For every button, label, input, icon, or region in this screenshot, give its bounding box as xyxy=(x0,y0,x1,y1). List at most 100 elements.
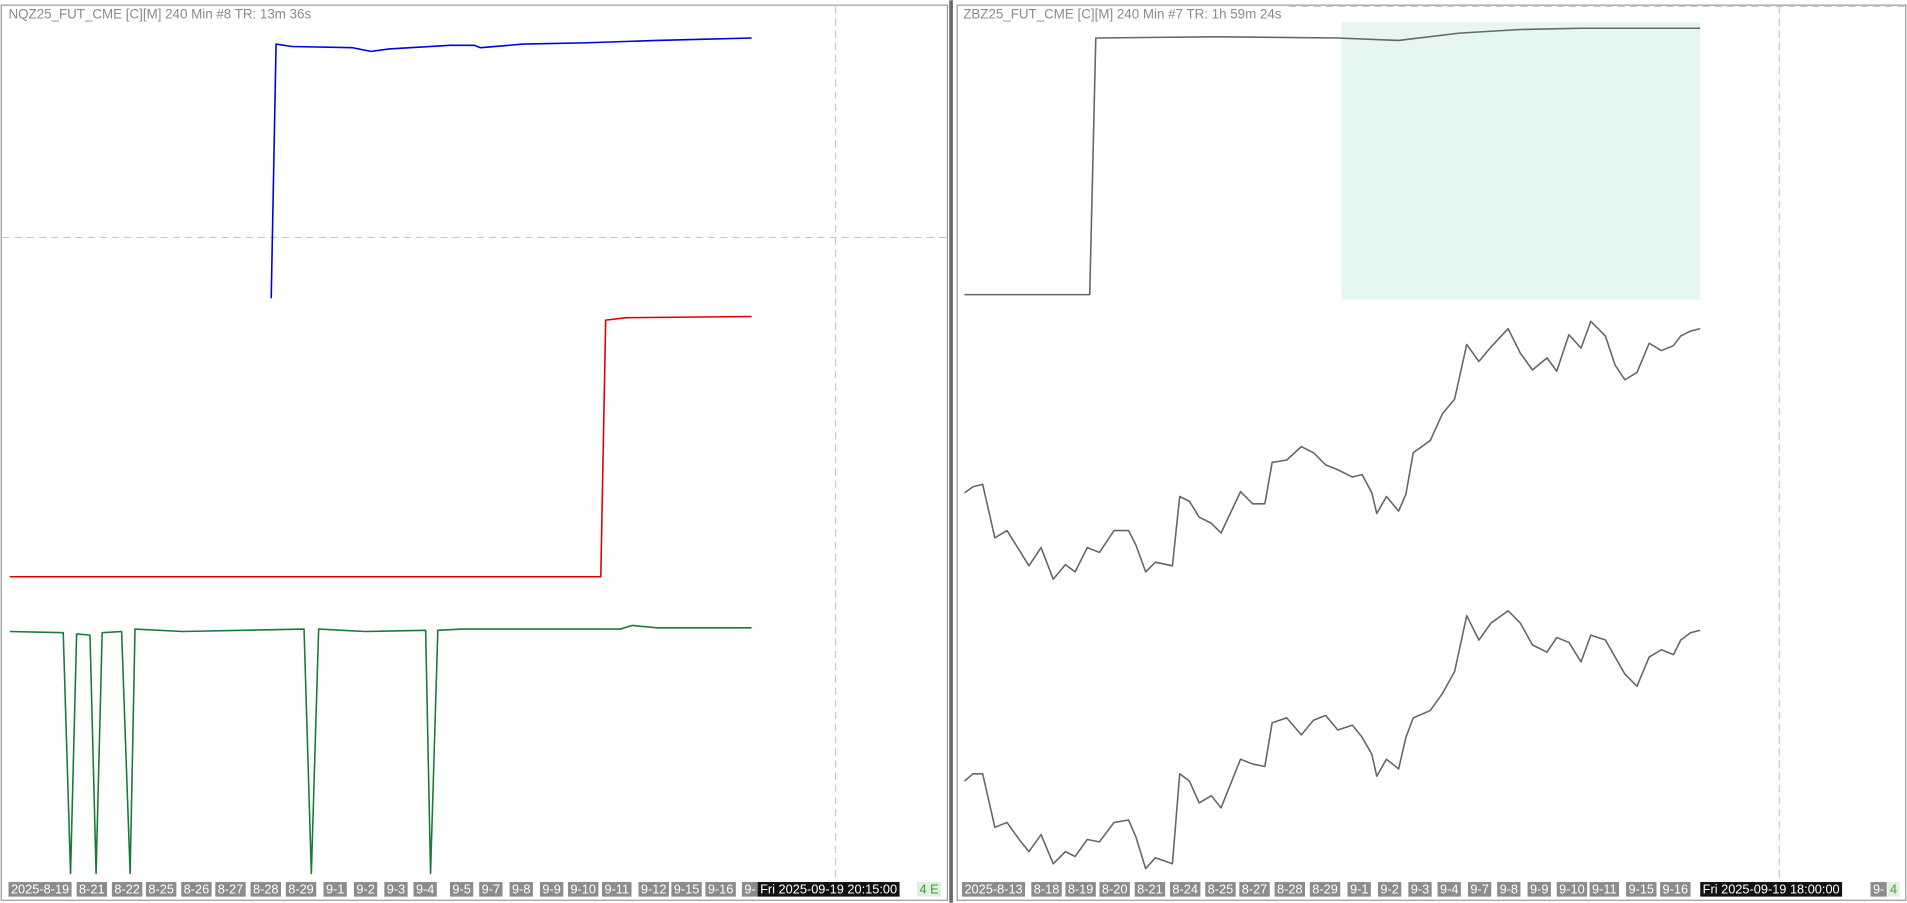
date-label: 8-22 xyxy=(114,881,140,896)
date-label-box xyxy=(539,882,564,897)
date-label: 9-10 xyxy=(1559,881,1585,896)
date-label-box xyxy=(449,882,474,897)
time-label-box xyxy=(757,882,900,897)
date-label-box xyxy=(1527,882,1551,897)
date-label: 9-9 xyxy=(1530,881,1548,896)
date-label: 9- xyxy=(1873,881,1884,896)
left-chart-window[interactable] xyxy=(0,4,949,901)
time-label-box xyxy=(1700,882,1843,897)
date-label-box xyxy=(384,882,408,897)
date-label-box xyxy=(181,882,212,897)
green-line xyxy=(9,624,752,875)
date-label: 8-27 xyxy=(218,881,244,896)
date-label-box xyxy=(638,882,669,897)
time-label: Fri 2025-09-19 20:15:00 xyxy=(760,881,897,896)
date-label: 9-11 xyxy=(604,881,629,896)
date-label: 9-16 xyxy=(708,881,734,896)
date-label: 8-18 xyxy=(1034,881,1060,896)
date-label-box xyxy=(1134,882,1166,897)
date-label: 8-29 xyxy=(288,881,314,896)
date-label: 2025-8-13 xyxy=(964,881,1022,896)
date-label-box xyxy=(1099,882,1130,897)
date-label-box xyxy=(509,882,533,897)
date-label-box xyxy=(323,882,347,897)
date-label: 9-2 xyxy=(1380,881,1398,896)
right-header: ZBZ25_FUT_CME [C][M] 240 Min #7 TR: 1h 5… xyxy=(963,6,1282,21)
date-label: 8-28 xyxy=(253,881,279,896)
date-label-box xyxy=(741,882,759,897)
date-label-box xyxy=(111,882,143,897)
date-label-box xyxy=(285,882,317,897)
date-label: 9-7 xyxy=(482,881,500,896)
corner-label-box xyxy=(917,882,942,897)
date-label-box xyxy=(1347,882,1371,897)
date-label-box xyxy=(145,882,177,897)
date-label-box xyxy=(1556,882,1588,897)
date-label: 9-1 xyxy=(1350,881,1368,896)
date-label: 9-8 xyxy=(512,881,530,896)
date-label-box xyxy=(602,882,632,897)
date-label-box xyxy=(1626,882,1657,897)
date-label-box xyxy=(671,882,702,897)
time-label: Fri 2025-09-19 18:00:00 xyxy=(1703,881,1840,896)
date-label-box xyxy=(705,882,736,897)
date-label-box xyxy=(1065,882,1096,897)
date-label: 9-3 xyxy=(387,881,405,896)
corner-label-box xyxy=(1887,882,1900,897)
date-label: 8-19 xyxy=(1068,881,1094,896)
date-label-box xyxy=(479,882,503,897)
date-label-box xyxy=(962,882,1026,897)
date-label: 9-2 xyxy=(356,881,374,896)
date-label-box xyxy=(1239,882,1270,897)
date-label: 2025-8-19 xyxy=(11,881,69,896)
date-label-box xyxy=(1467,882,1492,897)
date-label-box xyxy=(353,882,378,897)
red-line xyxy=(9,315,752,578)
date-label-box xyxy=(215,882,246,897)
date-label: 9-4 xyxy=(416,881,434,896)
date-label: 8-21 xyxy=(79,881,105,896)
date-label-box xyxy=(1660,882,1691,897)
date-label-box xyxy=(250,882,281,897)
date-label: 9-9 xyxy=(542,881,560,896)
date-label: 9- xyxy=(744,881,755,896)
date-label-box xyxy=(1497,882,1521,897)
date-label: 9-3 xyxy=(1411,881,1429,896)
date-label: 9-16 xyxy=(1663,881,1689,896)
date-label: 9-15 xyxy=(674,881,700,896)
gray-line xyxy=(963,320,1701,580)
date-label: 9-11 xyxy=(1592,881,1617,896)
gray-line xyxy=(963,610,1701,870)
date-label: 9-8 xyxy=(1500,881,1518,896)
gray-line xyxy=(964,27,1701,296)
date-label-box xyxy=(1309,882,1341,897)
date-label-box xyxy=(1031,882,1062,897)
date-label-box xyxy=(8,882,72,897)
date-label-box xyxy=(76,882,108,897)
corner-label: 4 E xyxy=(919,881,938,896)
corner-label: 4 xyxy=(1890,881,1897,896)
highlight-zone xyxy=(1341,22,1701,300)
date-label: 9-1 xyxy=(326,881,344,896)
date-label: 9-5 xyxy=(452,881,470,896)
date-label: 8-29 xyxy=(1312,881,1338,896)
date-label-box xyxy=(1377,882,1402,897)
date-label: 8-27 xyxy=(1242,881,1268,896)
date-label-box xyxy=(1437,882,1461,897)
date-label-box xyxy=(1870,882,1887,897)
date-label: 8-25 xyxy=(1208,881,1234,896)
date-label: 8-21 xyxy=(1137,881,1163,896)
date-label: 9-7 xyxy=(1470,881,1488,896)
date-label-box xyxy=(1589,882,1620,897)
blue-line xyxy=(270,37,752,299)
date-label-box xyxy=(1169,882,1201,897)
date-label: 9-15 xyxy=(1628,881,1654,896)
date-label: 8-26 xyxy=(184,881,210,896)
date-label-box xyxy=(1274,882,1306,897)
date-label: 9-4 xyxy=(1440,881,1458,896)
date-label: 8-25 xyxy=(148,881,174,896)
left-header: NQZ25_FUT_CME [C][M] 240 Min #8 TR: 13m … xyxy=(9,6,312,21)
date-label-box xyxy=(1408,882,1432,897)
date-label: 8-28 xyxy=(1277,881,1303,896)
